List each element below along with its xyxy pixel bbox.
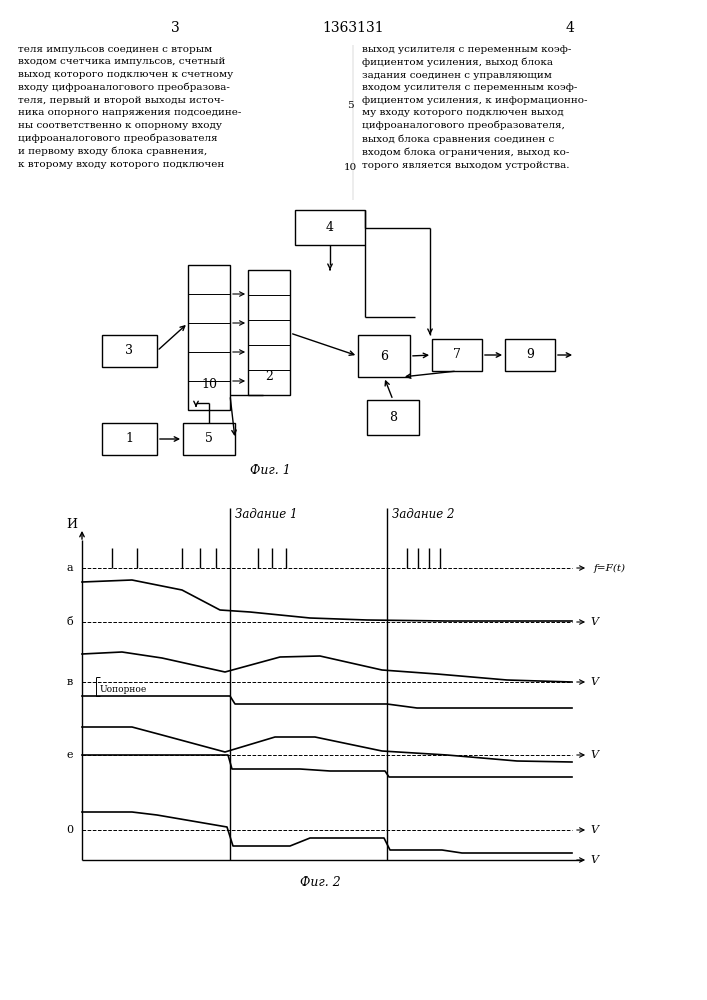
Text: 5: 5 [205,432,213,446]
Text: V: V [590,750,598,760]
Text: Задание 2: Задание 2 [392,508,455,522]
Text: f=F(t): f=F(t) [594,563,626,573]
Bar [248,270,290,395]
Bar [358,335,410,377]
Text: 3: 3 [170,21,180,35]
Text: V: V [590,825,598,835]
Text: 8: 8 [389,411,397,424]
Bar [102,423,157,455]
Text: V: V [590,677,598,687]
Text: 1363131: 1363131 [322,21,384,35]
Text: 2: 2 [265,370,273,383]
Text: 0: 0 [66,825,74,835]
Text: 7: 7 [453,349,461,361]
Text: 4: 4 [566,21,574,35]
Bar [102,335,157,367]
Text: е: е [66,750,74,760]
Bar [295,210,365,245]
Text: Задание 1: Задание 1 [235,508,298,522]
Text: Фиг. 1: Фиг. 1 [250,464,291,477]
Bar [367,400,419,435]
Text: 5: 5 [346,101,354,109]
Text: И: И [66,518,78,530]
Text: а: а [66,563,74,573]
Text: V: V [590,855,598,865]
Text: теля импульсов соединен с вторым
входом счетчика импульсов, счетный
выход которо: теля импульсов соединен с вторым входом … [18,45,241,169]
Bar [188,265,230,410]
Text: Uопорное: Uопорное [100,686,147,694]
Text: в: в [67,677,73,687]
Text: 10: 10 [344,162,356,172]
Text: 3: 3 [126,344,134,358]
Text: V: V [590,617,598,627]
Bar [505,339,555,371]
Text: Фиг. 2: Фиг. 2 [300,876,340,888]
Bar [432,339,482,371]
Text: 6: 6 [380,350,388,362]
Text: 4: 4 [326,221,334,234]
Text: выход усилителя с переменным коэф-
фициентом усиления, выход блока
задания соеди: выход усилителя с переменным коэф- фицие… [362,45,588,169]
Text: 1: 1 [126,432,134,446]
Bar [183,423,235,455]
Text: 10: 10 [201,378,217,391]
Text: 9: 9 [526,349,534,361]
Text: б: б [66,617,74,627]
